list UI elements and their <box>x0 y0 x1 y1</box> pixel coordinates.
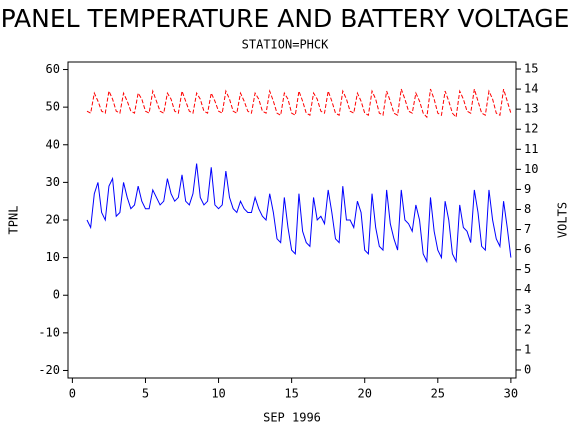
y2-tick-label: 7 <box>524 222 531 236</box>
y2-tick-label: 10 <box>524 162 538 176</box>
y-tick-label: 30 <box>46 175 60 189</box>
y-tick-label: -10 <box>38 325 60 339</box>
chart-title: PANEL TEMPERATURE AND BATTERY VOLTAGE <box>1 4 570 33</box>
y-tick-label: 40 <box>46 137 60 151</box>
x-tick-label: 10 <box>211 387 225 401</box>
y2-tick-label: 14 <box>524 82 538 96</box>
x-tick-label: 25 <box>431 387 445 401</box>
data-line <box>86 163 512 264</box>
y-tick-label: 0 <box>53 288 60 302</box>
y2-tick-label: 0 <box>524 362 531 376</box>
x-axis-label: SEP 1996 <box>263 411 321 425</box>
y2-tick-label: 6 <box>524 242 531 256</box>
y2-tick-label: 4 <box>524 282 531 296</box>
chart-subtitle: STATION=PHCK <box>242 38 329 52</box>
y-axis-label: TPNL <box>7 206 21 235</box>
x-tick-label: 30 <box>504 387 518 401</box>
y-tick-label: 50 <box>46 100 60 114</box>
x-tick-label: 0 <box>69 387 76 401</box>
data-line <box>86 88 512 119</box>
x-tick-label: 5 <box>142 387 149 401</box>
y2-tick-label: 5 <box>524 262 531 276</box>
y2-tick-label: 12 <box>524 122 538 136</box>
x-tick-label: 15 <box>284 387 298 401</box>
y-tick-label: -20 <box>38 363 60 377</box>
y-tick-label: 10 <box>46 250 60 264</box>
y2-tick-label: 3 <box>524 302 531 316</box>
y2-tick-label: 15 <box>524 62 538 76</box>
y2-tick-label: 13 <box>524 102 538 116</box>
y2-tick-label: 2 <box>524 322 531 336</box>
y2-tick-label: 1 <box>524 342 531 356</box>
y2-tick-label: 9 <box>524 182 531 196</box>
y2-axis-label: VOLTS <box>556 202 570 238</box>
y2-tick-label: 11 <box>524 142 538 156</box>
y2-tick-label: 8 <box>524 202 531 216</box>
y-tick-label: 60 <box>46 62 60 76</box>
y-tick-label: 20 <box>46 213 60 227</box>
x-tick-label: 20 <box>357 387 371 401</box>
